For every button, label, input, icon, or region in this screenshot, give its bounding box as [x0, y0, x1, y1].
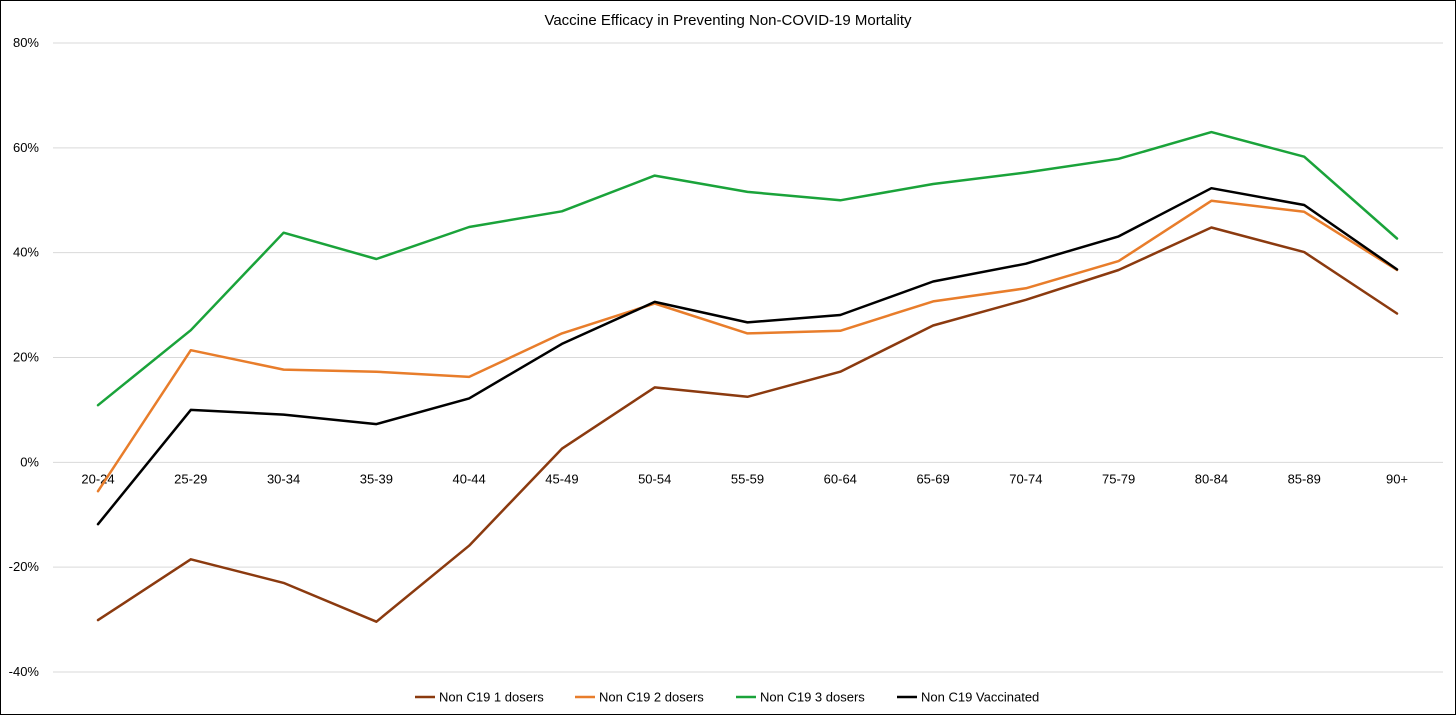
legend-label: Non C19 2 dosers — [599, 690, 704, 705]
y-tick-label: 20% — [13, 350, 39, 365]
x-tick-label: 80-84 — [1195, 471, 1228, 486]
y-tick-label: -40% — [9, 664, 40, 679]
legend-label: Non C19 1 dosers — [439, 690, 544, 705]
x-tick-label: 35-39 — [360, 471, 393, 486]
x-tick-label: 90+ — [1386, 471, 1408, 486]
y-tick-label: 0% — [20, 454, 39, 469]
x-tick-label: 75-79 — [1102, 471, 1135, 486]
series-line-non-c19-3-dosers — [96, 130, 1399, 407]
x-tick-label: 30-34 — [267, 471, 300, 486]
x-tick-label: 50-54 — [638, 471, 671, 486]
x-tick-label: 65-69 — [916, 471, 949, 486]
series-line-non-c19-2-dosers — [96, 199, 1399, 493]
series-line-non-c19-1-dosers — [96, 226, 1399, 623]
x-tick-label: 40-44 — [453, 471, 486, 486]
x-tick-label: 70-74 — [1009, 471, 1042, 486]
legend-label: Non C19 3 dosers — [760, 690, 865, 705]
legend-label: Non C19 Vaccinated — [921, 690, 1039, 705]
x-tick-label: 45-49 — [545, 471, 578, 486]
x-tick-label: 85-89 — [1288, 471, 1321, 486]
x-tick-label: 20-24 — [81, 471, 114, 486]
y-tick-label: 40% — [13, 245, 39, 260]
y-tick-label: -20% — [9, 559, 40, 574]
x-tick-label: 25-29 — [174, 471, 207, 486]
x-tick-label: 60-64 — [824, 471, 857, 486]
x-tick-label: 55-59 — [731, 471, 764, 486]
chart-title: Vaccine Efficacy in Preventing Non-COVID… — [544, 12, 912, 29]
y-tick-label: 80% — [13, 35, 39, 50]
y-tick-label: 60% — [13, 140, 39, 155]
series-line-non-c19-vaccinated — [96, 186, 1399, 526]
